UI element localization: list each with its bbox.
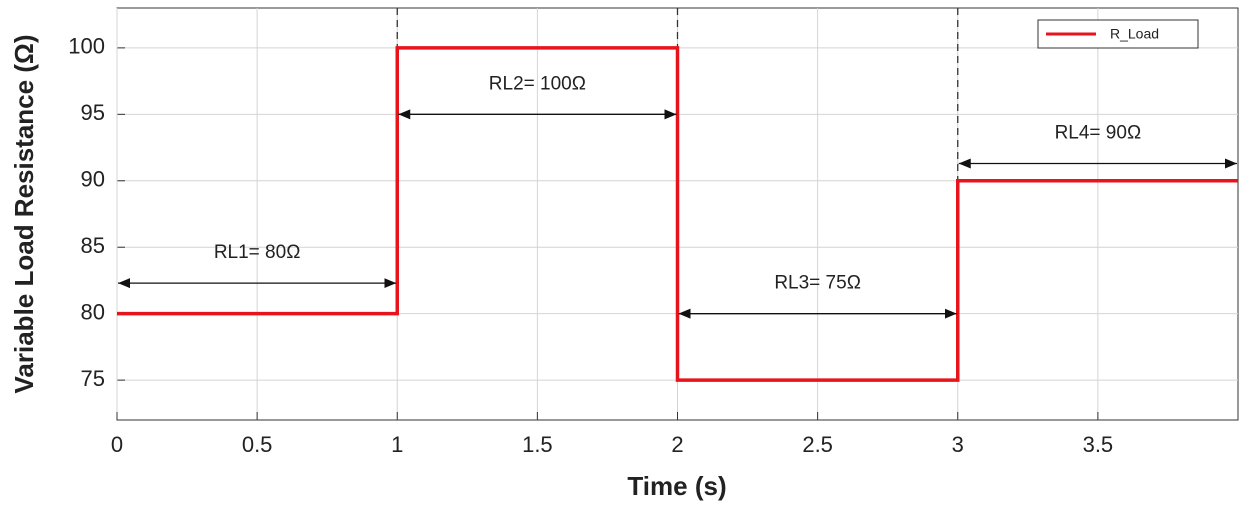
line-series xyxy=(117,46,1238,382)
x-tick-label: 3.5 xyxy=(1083,432,1114,457)
x-tick-label: 1.5 xyxy=(522,432,553,457)
annotation-text: RL3= 75Ω xyxy=(774,273,861,294)
x-tick-label: 2.5 xyxy=(802,432,833,457)
y-axis-label: Variable Load Resistance (Ω) xyxy=(9,35,39,394)
y-tick-label: 90 xyxy=(81,167,105,192)
annotation-text: RL1= 80Ω xyxy=(214,242,301,263)
annotation-text: RL4= 90Ω xyxy=(1055,123,1142,144)
y-tick-label: 95 xyxy=(81,100,105,125)
y-tick-label: 75 xyxy=(81,366,105,391)
annotation-text: RL2= 100Ω xyxy=(489,73,586,94)
y-tick-label: 85 xyxy=(81,233,105,258)
x-tick-label: 2 xyxy=(671,432,683,457)
x-tick-label: 0 xyxy=(111,432,123,457)
x-axis-label: Time (s) xyxy=(627,471,726,501)
x-tick-label: 1 xyxy=(391,432,403,457)
legend-label: R_Load xyxy=(1110,26,1159,42)
y-tick-label: 80 xyxy=(81,299,105,324)
x-tick-label: 3 xyxy=(952,432,964,457)
x-tick-label: 0.5 xyxy=(242,432,273,457)
y-tick-label: 100 xyxy=(68,34,105,59)
